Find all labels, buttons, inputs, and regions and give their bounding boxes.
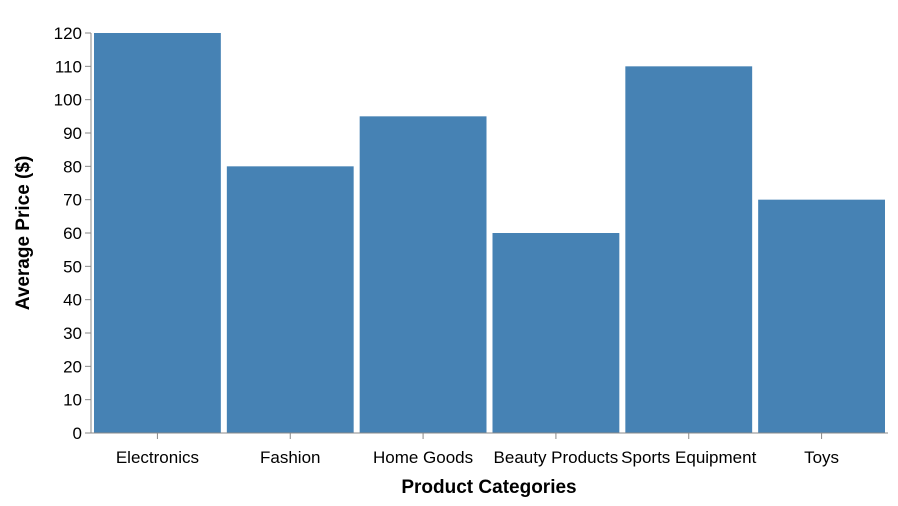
y-tick-label: 20 — [63, 357, 82, 376]
bar-fashion — [226, 166, 354, 434]
y-tick-label: 90 — [63, 124, 82, 143]
x-tick-label: Electronics — [116, 448, 199, 467]
bar-toys — [758, 199, 885, 433]
y-tick-label: 80 — [63, 157, 82, 176]
x-tick-label: Beauty Products — [494, 448, 619, 467]
y-tick-label: 70 — [63, 191, 82, 210]
x-tick-label: Home Goods — [373, 448, 473, 467]
bars-group — [94, 33, 885, 434]
y-tick-label: 10 — [63, 391, 82, 410]
y-tick-label: 0 — [73, 424, 82, 443]
x-tick-label: Toys — [804, 448, 839, 467]
y-tick-label: 60 — [63, 224, 82, 243]
y-tick-label: 50 — [63, 257, 82, 276]
x-tick-label: Fashion — [260, 448, 320, 467]
x-tick-label: Sports Equipment — [621, 448, 756, 467]
y-tick-label: 120 — [54, 24, 82, 43]
x-axis: Electronics Fashion Home Goods Beauty Produ… — [91, 432, 888, 467]
y-tick-label: 100 — [54, 91, 82, 110]
y-axis: 0 10 20 30 40 50 60 70 80 90 100 110 120 — [54, 24, 92, 443]
y-tick-label: 110 — [55, 57, 82, 76]
y-axis-title: Average Price ($) — [13, 156, 34, 311]
bar-home-goods — [359, 116, 487, 433]
bar-beauty-products — [492, 233, 620, 433]
y-tick-label: 40 — [63, 291, 82, 310]
bar-sports-equipment — [625, 66, 753, 433]
y-tick-label: 30 — [63, 324, 82, 343]
bar-electronics — [94, 33, 221, 433]
x-axis-title: Product Categories — [401, 477, 576, 498]
